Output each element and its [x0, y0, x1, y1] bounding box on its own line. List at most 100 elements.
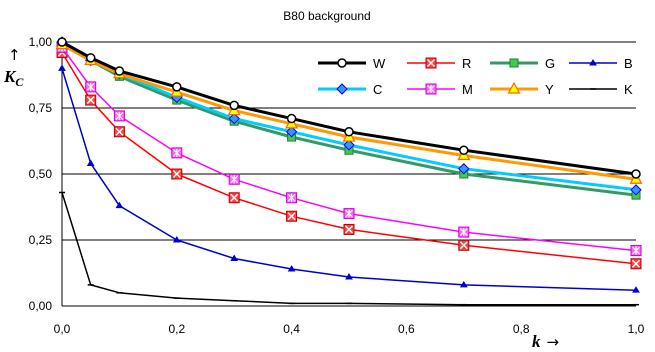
- y-tick-label: 0,75: [29, 101, 53, 115]
- series-K: [59, 191, 639, 306]
- point-W: [631, 169, 641, 179]
- marker-cross: [86, 96, 95, 105]
- point-B: [86, 159, 95, 166]
- series-layer: [55, 36, 643, 306]
- point-M: [171, 147, 183, 159]
- point-Y: [507, 81, 521, 94]
- point-M: [286, 192, 298, 204]
- y-tick-label: 1,00: [29, 35, 53, 49]
- legend-item-Y: Y: [490, 81, 554, 97]
- point-M: [458, 226, 470, 238]
- series-M: [56, 41, 642, 257]
- point-B: [632, 286, 640, 293]
- marker-cross: [459, 241, 468, 250]
- legend-label: Y: [545, 82, 554, 97]
- point-B: [230, 254, 239, 261]
- point-C: [336, 83, 348, 95]
- x-tick-label: 0,4: [283, 322, 300, 336]
- point-B: [589, 59, 597, 66]
- marker-star: [287, 193, 296, 202]
- legend: W R G B C M Y K: [318, 56, 633, 97]
- point-W: [459, 145, 469, 155]
- legend-item-G: G: [490, 56, 555, 71]
- point-M: [113, 110, 125, 122]
- point-R: [85, 94, 97, 106]
- y-tick-label: 0,25: [29, 233, 53, 247]
- marker-cross: [172, 169, 181, 179]
- legend-item-W: W: [318, 56, 386, 71]
- x-axis-label-main: k: [532, 332, 541, 351]
- point-R: [425, 57, 437, 69]
- legend-label: B: [624, 56, 633, 71]
- x-tick-label: 0,6: [398, 322, 415, 336]
- point-C: [228, 112, 240, 125]
- point-B: [345, 272, 353, 280]
- marker-cross: [287, 212, 296, 221]
- point-G: [509, 58, 519, 68]
- marker-star: [632, 246, 640, 255]
- point-W: [344, 127, 354, 137]
- legend-label: R: [462, 56, 471, 71]
- legend-item-B: B: [569, 56, 633, 71]
- point-W: [286, 113, 297, 124]
- x-axis-label: k →: [532, 332, 559, 351]
- legend-label: C: [373, 82, 382, 97]
- point-C: [343, 139, 355, 151]
- point-W: [114, 66, 125, 76]
- point-R: [630, 258, 642, 270]
- marker-cross: [426, 58, 436, 68]
- x-axis-label-arrow: →: [547, 333, 560, 351]
- point-R: [458, 239, 470, 251]
- y-axis-arrow: ↑: [8, 46, 21, 64]
- legend-item-K: K: [569, 82, 633, 97]
- legend-label: M: [462, 82, 473, 97]
- point-W: [85, 53, 96, 63]
- marker-cross: [344, 225, 354, 234]
- marker-star: [172, 148, 181, 157]
- series-W: [57, 37, 641, 179]
- point-C: [285, 126, 298, 138]
- axes: 0,00 0,25 0,50 0,75 1,00 0,0 0,2 0,4 0,6 0,8 1,0: [29, 35, 645, 336]
- point-M: [343, 208, 355, 220]
- point-R: [171, 168, 183, 180]
- point-W: [337, 58, 347, 68]
- point-R: [228, 192, 240, 204]
- y-axis-label-main: K: [3, 67, 17, 86]
- marker-cross: [115, 127, 124, 136]
- point-R: [343, 223, 355, 235]
- y-axis-label-sub: C: [15, 75, 24, 89]
- legend-label: K: [624, 82, 633, 97]
- marker-star: [345, 209, 353, 218]
- point-C: [630, 184, 642, 196]
- marker-star: [115, 111, 124, 120]
- point-W: [229, 100, 239, 111]
- point-M: [630, 245, 642, 257]
- point-B: [287, 265, 296, 272]
- point-B: [459, 280, 468, 288]
- point-B: [172, 236, 181, 243]
- point-R: [113, 126, 125, 138]
- marker-star: [459, 228, 468, 237]
- x-tick-label: 1,0: [628, 322, 645, 336]
- legend-item-M: M: [407, 82, 473, 97]
- point-W: [172, 82, 182, 92]
- point-M: [425, 83, 437, 95]
- series-B: [58, 64, 640, 293]
- y-tick-label: 0,50: [29, 167, 53, 181]
- chart-title: B80 background: [283, 9, 370, 23]
- point-B: [115, 201, 124, 209]
- point-R: [286, 210, 298, 222]
- legend-label: G: [545, 56, 555, 71]
- point-W: [57, 37, 67, 47]
- x-tick-label: 0,2: [168, 322, 185, 336]
- marker-cross: [230, 193, 239, 202]
- x-tick-label: 0,8: [513, 322, 530, 336]
- legend-item-C: C: [318, 82, 382, 97]
- point-M: [85, 81, 97, 93]
- x-tick-label: 0,0: [54, 322, 71, 336]
- y-axis-label: KC: [3, 67, 24, 89]
- marker-star: [86, 82, 95, 91]
- legend-label: W: [373, 56, 386, 71]
